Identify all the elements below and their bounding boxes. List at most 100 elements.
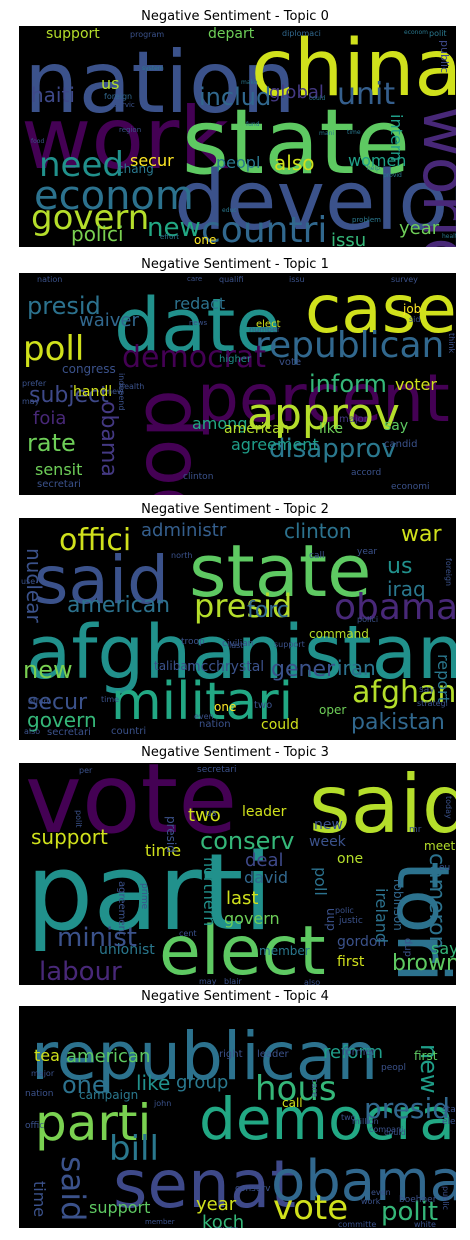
word-civilian: civilian [222, 639, 254, 649]
word-war: war [401, 522, 442, 547]
word-polic: polic [335, 906, 354, 915]
word-koch: koch [202, 1212, 245, 1229]
panel-title: Negative Sentiment - Topic 0 [141, 9, 329, 24]
word-also: also [304, 978, 321, 986]
word-said: said [309, 763, 456, 851]
word-republican: republican [31, 1018, 379, 1095]
word-polici: polici [357, 615, 379, 624]
word-handl: handl [73, 384, 113, 400]
word-iran: iran [337, 656, 376, 680]
word-work: work [21, 89, 230, 189]
word-includ: includ [199, 83, 272, 111]
word-robinson: robinson [391, 879, 405, 931]
word-major: major [31, 1069, 55, 1078]
word-provid: provid [383, 172, 402, 179]
word-deal: deal [245, 850, 284, 871]
word-foreign: foreign [104, 92, 133, 101]
word-may: may [22, 397, 40, 406]
word-inform: inform [309, 370, 387, 398]
word-like: like [136, 1071, 171, 1095]
word-cloud-topic-3: vote said parti tori elect labour minist… [19, 763, 456, 985]
word-issu: issu [331, 230, 367, 248]
word-group: group [176, 1072, 229, 1093]
word-year: year [399, 218, 440, 239]
word-democrat: democrat [122, 340, 267, 375]
word-white: white [414, 1220, 436, 1229]
word-case: case [305, 273, 456, 348]
word-minist: minist [57, 923, 137, 953]
word-cent: cent [179, 929, 197, 938]
word-vote: vote [273, 1188, 349, 1228]
word-forc: forc [247, 598, 289, 623]
word-mr: mr [409, 825, 422, 835]
word-militari: militari [111, 672, 294, 732]
word-new: new [23, 656, 73, 684]
word-presid: presid [27, 292, 101, 320]
word-offici: offici [59, 523, 132, 558]
word-secretari: secretari [37, 479, 81, 490]
word-elect: elect [442, 1117, 456, 1127]
word-say: say [384, 418, 409, 434]
word-survey: survey [391, 275, 418, 284]
word-also: also [274, 151, 315, 175]
word-redact: redact [174, 294, 226, 313]
word-poll: poll [311, 867, 330, 896]
word-right: right [219, 1049, 243, 1060]
word-could: could [309, 95, 326, 102]
word-parti: parti [26, 831, 273, 954]
word-polit: polit [74, 810, 83, 828]
word-call: call [282, 1096, 303, 1110]
word-today: today [444, 796, 453, 819]
word-nation: nation [37, 275, 63, 284]
word-among: among [192, 414, 248, 433]
word-one: one [194, 233, 217, 247]
word-support: support [274, 640, 305, 649]
word-time: time [145, 841, 182, 860]
word-cloud-topic-2: said state afghanistan militari obama of… [19, 518, 456, 740]
word-effort: effort [28, 697, 50, 706]
word-work: work [361, 1197, 381, 1206]
word-gener: gener [271, 657, 336, 682]
word-presid: presid [364, 1092, 451, 1125]
word-compani: compani [369, 1125, 404, 1134]
word-news: news [189, 319, 208, 327]
word-troop: troop [181, 637, 205, 647]
word-prefer: prefer [22, 379, 47, 388]
word-polici: polici [71, 222, 124, 246]
word-iraq: iraq [387, 577, 426, 601]
word-nation: nation [24, 33, 296, 133]
word-rate: rate [27, 429, 76, 457]
word-govern: govern [27, 708, 97, 732]
word-said: said [54, 1156, 92, 1222]
word-use: use [21, 577, 36, 586]
word-elect: elect [159, 912, 326, 986]
word-american: american [67, 593, 171, 618]
word-leader: leader [242, 804, 287, 820]
word-one: one [62, 1071, 107, 1099]
word-doc: doc [128, 389, 218, 495]
word-number: number [249, 325, 281, 334]
word-health: health [119, 382, 145, 391]
panel-title: Negative Sentiment - Topic 2 [141, 502, 329, 517]
word-job: job [403, 302, 422, 316]
word-northern: northern [200, 857, 219, 927]
word-issu: issu [289, 275, 305, 284]
word-ireland: ireland [372, 888, 391, 944]
word-help: help [367, 165, 380, 172]
word-econom: econom [404, 29, 428, 36]
panel-title: Negative Sentiment - Topic 4 [141, 989, 329, 1004]
word-vote: vote [279, 357, 302, 368]
word-eu: eu [439, 863, 451, 873]
word-like: like [319, 421, 344, 437]
word-govern: govern [31, 198, 150, 238]
word-time: time [101, 695, 120, 704]
word-committe: committe [338, 1220, 377, 1229]
word-servic: servic [114, 101, 135, 109]
word-obama: obama [334, 587, 456, 628]
word-food: food [31, 138, 45, 145]
word-state: state [189, 529, 372, 613]
word-china: china [251, 26, 456, 114]
word-health: health [442, 233, 456, 240]
word-sensit: sensit [35, 460, 83, 479]
word-last: last [229, 641, 244, 650]
